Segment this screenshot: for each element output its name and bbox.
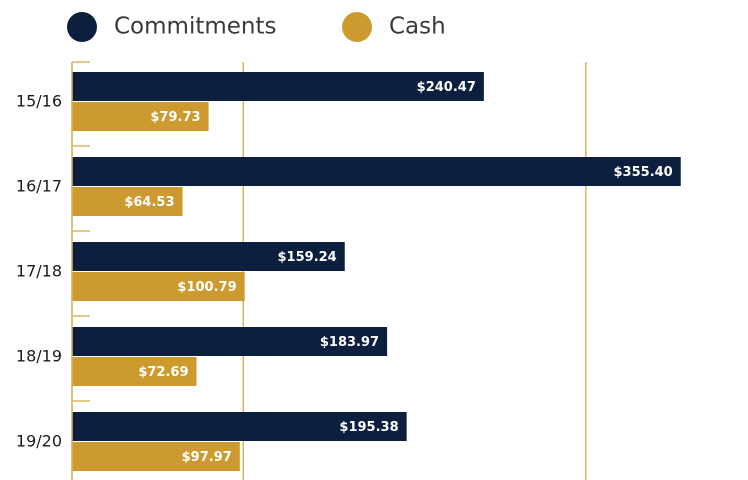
- legend-swatch: [342, 12, 372, 42]
- value-label: $79.73: [150, 110, 200, 125]
- axis-ticks: [72, 61, 90, 402]
- bar: [72, 157, 681, 186]
- bar: [72, 242, 345, 271]
- bar: [72, 412, 407, 441]
- bar: [72, 327, 388, 356]
- bar: [72, 357, 197, 386]
- value-label: $72.69: [138, 365, 188, 380]
- value-label: $64.53: [124, 195, 174, 210]
- y-tick-label: 16/17: [16, 177, 62, 196]
- y-tick-label: 19/20: [16, 432, 62, 451]
- legend-label: Commitments: [114, 14, 276, 40]
- legend-label: Cash: [389, 14, 446, 40]
- value-label: $355.40: [614, 165, 673, 180]
- y-tick-label: 15/16: [16, 92, 62, 111]
- value-label: $97.97: [182, 450, 232, 465]
- value-label: $195.38: [339, 420, 398, 435]
- legend-swatch: [67, 12, 97, 42]
- value-label: $159.24: [278, 250, 337, 265]
- value-label: $240.47: [417, 80, 476, 95]
- bar: [72, 272, 245, 301]
- bar: [72, 102, 209, 131]
- value-label: $100.79: [177, 280, 236, 295]
- bar: [72, 187, 183, 216]
- value-label: $183.97: [320, 335, 379, 350]
- y-tick-label: 17/18: [16, 262, 62, 281]
- bar: [72, 72, 484, 101]
- y-tick-label: 18/19: [16, 347, 62, 366]
- bar: [72, 442, 240, 471]
